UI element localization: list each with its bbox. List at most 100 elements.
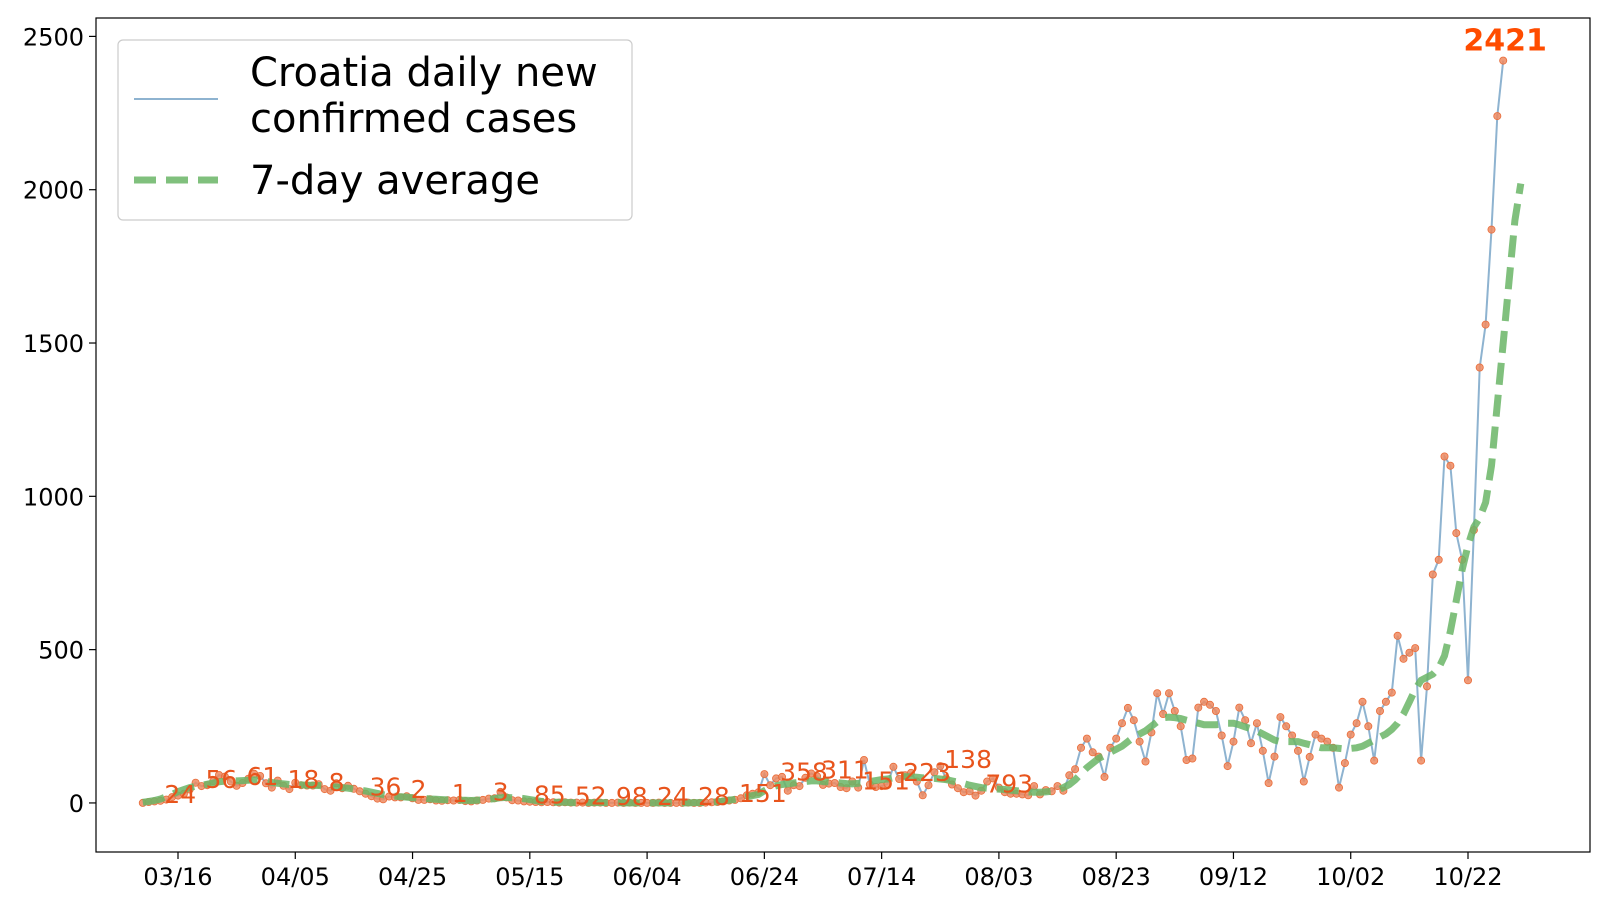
data-point bbox=[1235, 703, 1244, 712]
x-tick-label: 08/03 bbox=[964, 863, 1033, 891]
data-point bbox=[830, 779, 839, 788]
data-point bbox=[191, 778, 200, 787]
value-annotation: 61 bbox=[247, 762, 279, 791]
value-annotation: 793 bbox=[985, 770, 1033, 799]
data-point bbox=[1487, 225, 1496, 234]
value-annotation: 223 bbox=[903, 758, 951, 787]
value-annotation: 8 bbox=[329, 768, 345, 797]
data-point bbox=[1217, 731, 1226, 740]
data-point bbox=[1065, 771, 1074, 780]
value-annotation: 18 bbox=[288, 765, 320, 794]
y-tick-label: 2500 bbox=[23, 23, 84, 51]
x-tick-label: 06/04 bbox=[613, 863, 682, 891]
x-axis: 03/16 04/05 04/25 05/15 06/04 06/24 07/14 08/03… bbox=[143, 852, 1503, 891]
data-point bbox=[1323, 737, 1332, 746]
y-axis: 0 500 1000 1500 2000 2500 bbox=[23, 23, 96, 818]
seven-day-average-line bbox=[142, 183, 1525, 807]
x-tick-label: 06/24 bbox=[730, 863, 799, 891]
data-point bbox=[1352, 719, 1361, 728]
data-point bbox=[1276, 713, 1285, 722]
data-point bbox=[1252, 719, 1261, 728]
data-point bbox=[778, 772, 787, 781]
x-tick-label: 04/25 bbox=[378, 863, 447, 891]
value-annotation: 311 bbox=[821, 755, 869, 784]
y-tick-label: 0 bbox=[69, 790, 84, 818]
data-point bbox=[1211, 707, 1220, 716]
value-annotation: 151 bbox=[739, 779, 787, 808]
value-annotation: 36 bbox=[370, 773, 402, 802]
x-tick-label: 04/05 bbox=[261, 863, 330, 891]
data-point bbox=[1387, 688, 1396, 697]
data-point bbox=[766, 781, 775, 790]
data-point bbox=[1393, 631, 1402, 640]
data-point bbox=[1071, 765, 1080, 774]
data-point bbox=[860, 756, 869, 765]
data-point bbox=[1481, 320, 1490, 329]
data-point bbox=[1335, 783, 1344, 792]
legend-label-daily-line2: confirmed cases bbox=[250, 96, 577, 142]
data-point bbox=[760, 770, 769, 779]
data-point bbox=[1188, 754, 1197, 763]
data-point bbox=[1229, 737, 1238, 746]
x-tick-label: 09/12 bbox=[1199, 863, 1268, 891]
data-point bbox=[1346, 730, 1355, 739]
value-annotation: 1 bbox=[452, 779, 468, 808]
data-point bbox=[918, 791, 927, 800]
data-point bbox=[1077, 743, 1086, 752]
data-point bbox=[1340, 759, 1349, 768]
data-point bbox=[989, 774, 998, 783]
data-point bbox=[256, 772, 265, 781]
value-annotation: 2 bbox=[411, 775, 427, 804]
value-annotation: 24 bbox=[657, 782, 689, 811]
value-annotation: 138 bbox=[944, 745, 992, 774]
data-point bbox=[1288, 731, 1297, 740]
data-point bbox=[1493, 112, 1502, 121]
data-point bbox=[1170, 707, 1179, 716]
data-point bbox=[971, 791, 980, 800]
value-annotation: 24 bbox=[164, 780, 196, 809]
legend: Croatia daily new confirmed cases 7-day … bbox=[117, 39, 633, 221]
data-point bbox=[1270, 752, 1279, 761]
legend-box bbox=[117, 39, 633, 221]
value-annotation: 3 bbox=[493, 778, 509, 807]
data-point bbox=[1417, 756, 1426, 765]
data-point bbox=[226, 777, 235, 786]
data-point bbox=[1399, 654, 1408, 663]
data-point bbox=[924, 781, 933, 790]
value-annotation: 56 bbox=[205, 765, 237, 794]
max-value-label: 2421 bbox=[1463, 24, 1547, 59]
data-point bbox=[1499, 56, 1508, 65]
x-tick-label: 05/15 bbox=[495, 863, 564, 891]
data-point bbox=[1423, 682, 1432, 691]
data-point bbox=[1129, 716, 1138, 725]
data-point bbox=[1464, 676, 1473, 685]
data-point bbox=[1376, 707, 1385, 716]
data-point bbox=[1176, 722, 1185, 731]
value-annotation: 28 bbox=[698, 782, 730, 811]
data-point bbox=[1153, 689, 1162, 698]
data-point bbox=[1299, 777, 1308, 786]
legend-label-daily-line1: Croatia daily new bbox=[250, 50, 598, 96]
data-point bbox=[1141, 757, 1150, 766]
data-point bbox=[1305, 752, 1314, 761]
data-point bbox=[953, 784, 962, 793]
value-annotation: 52 bbox=[575, 782, 607, 811]
y-tick-label: 2000 bbox=[23, 177, 84, 205]
data-point bbox=[1370, 756, 1379, 765]
data-point bbox=[1223, 762, 1232, 771]
data-point bbox=[1440, 452, 1449, 461]
data-point bbox=[1364, 722, 1373, 731]
data-point bbox=[936, 762, 945, 771]
data-point bbox=[1206, 700, 1215, 709]
data-point bbox=[1100, 772, 1109, 781]
legend-label-average: 7-day average bbox=[250, 158, 540, 204]
data-point bbox=[1434, 555, 1443, 564]
data-point bbox=[1282, 722, 1291, 731]
x-tick-label: 07/14 bbox=[847, 863, 916, 891]
data-point bbox=[1165, 689, 1174, 698]
data-point bbox=[1411, 644, 1420, 653]
data-point bbox=[1118, 719, 1127, 728]
data-point bbox=[1123, 703, 1132, 712]
